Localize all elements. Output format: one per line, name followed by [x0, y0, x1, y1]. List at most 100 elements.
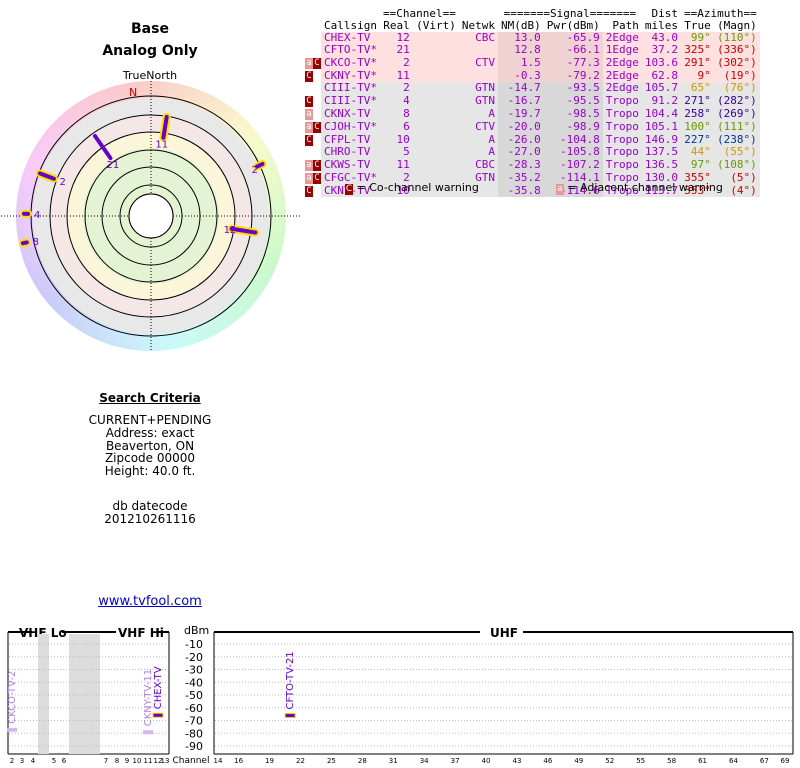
callsign-cell: CFTO-TV*	[324, 43, 377, 56]
criteria-line: Zipcode 00000	[104, 451, 196, 465]
callsign-cell: CKCO-TV*	[324, 55, 377, 69]
y-tick-label: -60	[185, 702, 203, 715]
azimuth-magn-cell: (269°)	[717, 106, 757, 120]
station-table-wrap: ==Channel== =======Signal======= Dist ==…	[305, 8, 760, 197]
x-axis-label: Channel	[173, 756, 210, 766]
real-channel-cell: 4	[403, 93, 410, 107]
path-cell: Tropo	[605, 132, 639, 146]
warn-cell	[305, 146, 321, 158]
noise-margin-cell: 12.8	[497, 44, 544, 56]
x-tick-label: 22	[296, 757, 305, 765]
y-axis-unit: dBm	[184, 624, 209, 637]
path-cell: Tropo	[605, 157, 639, 171]
co-channel-badge: C	[305, 186, 313, 197]
warn-cell: C	[305, 184, 321, 197]
table-row[interactable]: a C CKWS-TV 11 CBC -28.3 -107.2 Tropo 136.5 97° (1…	[305, 158, 760, 171]
band-label-vhf-hi: VHF Hi	[118, 626, 164, 640]
station-mark-label: 11	[155, 140, 168, 151]
y-tick-label: -50	[185, 689, 203, 702]
callsign-cell: CHEX-TV	[324, 31, 371, 44]
station-mark-label: 2	[60, 177, 66, 188]
table-row[interactable]: a C CJOH-TV* 6 CTV -20.0 -98.9 Tropo 105.1 100° (1…	[305, 120, 760, 133]
azimuth-magn-cell: (108°)	[717, 157, 757, 171]
callsign-cell: CIII-TV*	[324, 93, 377, 107]
real-channel-cell: 11	[396, 157, 410, 171]
azimuth-magn-cell: (336°)	[717, 43, 757, 56]
warning-legend: C = Co-channel warning a = Adjacent chan…	[345, 181, 723, 195]
co-channel-badge: C	[313, 173, 321, 184]
co-channel-badge: C	[305, 71, 313, 82]
virt-channel-cell	[413, 158, 459, 171]
path-cell: 2Edge	[605, 55, 639, 69]
x-tick-label: 46	[543, 757, 552, 765]
col-path: Path	[612, 19, 639, 32]
callsign-cell: CHRO-TV	[324, 145, 371, 158]
site-link[interactable]: www.tvfool.com	[98, 594, 202, 609]
y-tick-label: -20	[185, 651, 203, 664]
adjacent-channel-badge: a	[305, 109, 313, 120]
table-row[interactable]: a CKNX-TV 8 A -19.7 -98.5 Tropo 104.4 258° (269°)	[305, 107, 760, 120]
path-cell: 2Edge	[605, 68, 639, 82]
warn-cell	[305, 82, 321, 94]
callsign-cell: CFPL-TV	[324, 132, 371, 146]
network-cell: GTN	[475, 81, 495, 94]
real-channel-cell: 5	[403, 145, 410, 158]
x-tick-label: 28	[358, 757, 367, 765]
virt-channel-cell	[413, 32, 459, 44]
table-row[interactable]: C CFPL-TV 10 A -26.0 -104.8 Tropo 146.9 227° (238…	[305, 133, 760, 146]
path-cell: 2Edge	[605, 81, 639, 94]
y-tick-label: -70	[185, 715, 203, 728]
path-cell: 1Edge	[605, 43, 639, 56]
table-row[interactable]: a C CFGC-TV* 2 GTN -35.2 -114.1 Tropo 130.0 355° (…	[305, 171, 760, 184]
network-cell	[459, 44, 498, 56]
azimuth-true-cell: 325°	[684, 43, 711, 56]
north-marker: N	[129, 86, 137, 99]
criteria-line: Height: 40.0 ft.	[104, 464, 196, 478]
distance-cell: 136.5	[644, 157, 678, 171]
warn-cell: a	[305, 107, 321, 120]
adjacent-channel-badge: a	[305, 173, 313, 184]
azimuth-magn-cell: (5°)	[730, 170, 757, 184]
group-header-dist: Dist	[651, 7, 678, 20]
distance-cell: 91.2	[651, 93, 678, 107]
virt-channel-cell	[413, 69, 459, 82]
table-row[interactable]: C CKNY-TV* 11 -0.3 -79.2 2Edge 62.8 9° (19°)	[305, 69, 760, 82]
distance-cell: 43.0	[651, 31, 678, 44]
virt-channel-cell	[413, 82, 459, 94]
azimuth-true-cell: 227°	[684, 132, 711, 146]
x-tick-label: 8	[115, 757, 119, 765]
x-tick-label: 25	[327, 757, 336, 765]
table-row[interactable]: CHEX-TV 12 CBC 13.0 -65.9 2Edge 43.0 99° (110°)	[305, 32, 760, 44]
table-row[interactable]: CFTO-TV* 21 12.8 -66.1 1Edge 37.2 325° (336°)	[305, 44, 760, 56]
noise-margin-cell: -35.8	[497, 184, 544, 197]
noise-margin-cell: -28.3	[497, 158, 544, 171]
x-tick-label: 67	[760, 757, 769, 765]
station-bar	[7, 727, 17, 732]
real-channel-cell: 6	[403, 119, 410, 133]
table-row[interactable]: CIII-TV* 2 GTN -14.7 -93.5 2Edge 105.7 65° (76°)	[305, 82, 760, 94]
x-tick-label: 3	[20, 757, 24, 765]
noise-margin-cell: 13.0	[497, 32, 544, 44]
azimuth-true-cell: 355°	[684, 170, 711, 184]
virt-channel-cell	[413, 120, 459, 133]
distance-cell: 103.6	[644, 55, 678, 69]
azimuth-true-cell: 97°	[690, 157, 711, 171]
virt-channel-cell	[413, 94, 459, 107]
col-nm: NM(dB)	[500, 19, 541, 32]
x-tick-label: 10	[133, 757, 142, 765]
table-row[interactable]: a C CKCO-TV* 2 CTV 1.5 -77.3 2Edge 103.6 291° (302…	[305, 56, 760, 69]
x-tick-label: 6	[62, 757, 67, 765]
station-mark-label: 21	[106, 160, 119, 171]
network-cell: A	[488, 106, 495, 120]
station-bar	[143, 730, 153, 735]
azimuth-true-cell: 65°	[690, 81, 711, 94]
table-row[interactable]: CHRO-TV 5 A -27.0 -105.8 Tropo 137.5 44° (55°)	[305, 146, 760, 158]
path-cell: Tropo	[605, 183, 639, 197]
x-tick-label: 55	[636, 757, 645, 765]
distance-cell: 105.1	[644, 119, 678, 133]
station-mark-label: 4	[34, 210, 40, 221]
y-tick-label: -30	[185, 664, 203, 677]
table-row[interactable]: C CIII-TV* 4 GTN -16.7 -95.5 Tropo 91.2 271° (282…	[305, 94, 760, 107]
